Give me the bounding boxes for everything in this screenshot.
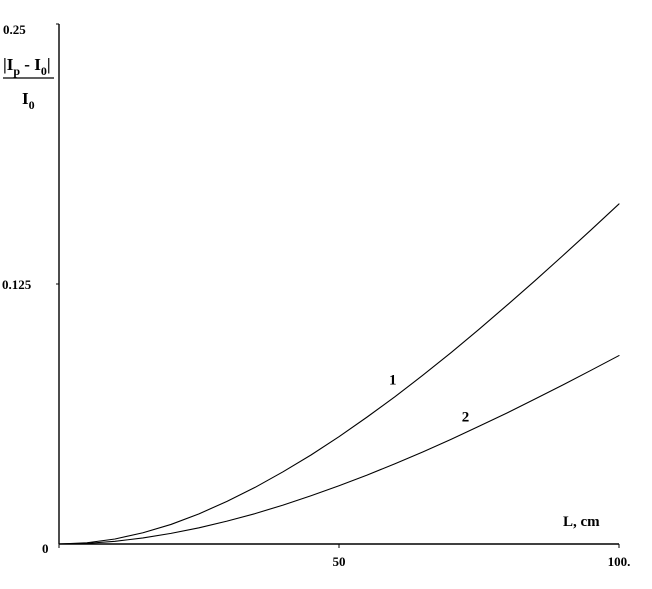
x-tick-label: 50 (333, 554, 346, 569)
x-tick-marks (58, 544, 620, 548)
y-tick-marks (56, 23, 59, 285)
series-1-label: 1 (389, 373, 397, 389)
x-tick-label: 0 (42, 541, 49, 556)
series-2-label: 2 (462, 410, 470, 426)
y-tick-label: 0.25 (3, 22, 26, 37)
y-axis-label: |Ip - I0| I0 (3, 55, 54, 112)
series-labels: 12 (389, 373, 469, 426)
y-tick-label: 0.125 (2, 277, 32, 292)
y-axis-label-numerator: |Ip - I0| (3, 55, 51, 78)
series-1-line (58, 203, 620, 545)
x-axis-label: L, cm (563, 514, 600, 530)
series-2-line (58, 354, 620, 545)
y-tick-labels: 0.25 0.125 (2, 22, 32, 292)
y-axis-label-denominator: I0 (22, 89, 35, 112)
series-lines (58, 203, 620, 545)
x-tick-label: 100. (608, 554, 631, 569)
x-tick-labels: 0 50 100. (42, 541, 630, 569)
